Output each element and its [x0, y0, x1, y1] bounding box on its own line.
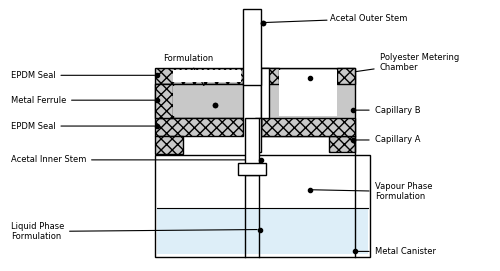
Text: Capillary A: Capillary A — [356, 136, 420, 144]
Bar — [156, 155, 370, 257]
Bar — [279, 70, 337, 116]
Text: Acetal Outer Stem: Acetal Outer Stem — [264, 14, 407, 23]
Bar — [261, 68, 269, 118]
Bar — [156, 118, 243, 136]
Bar — [238, 163, 266, 175]
Text: Liquid Phase
Formulation: Liquid Phase Formulation — [10, 222, 257, 241]
Bar — [173, 86, 241, 116]
Text: EPDM Seal: EPDM Seal — [10, 71, 154, 80]
Text: Formulation: Formulation — [163, 54, 214, 103]
Bar — [259, 118, 261, 126]
Bar — [261, 118, 354, 136]
Bar — [255, 118, 261, 152]
Text: Polyester Metering
Chamber: Polyester Metering Chamber — [312, 53, 459, 78]
Bar — [156, 84, 173, 118]
Text: Capillary B: Capillary B — [356, 106, 420, 115]
Bar — [245, 118, 259, 175]
Bar — [243, 9, 261, 85]
Bar — [261, 68, 279, 84]
Text: Metal Ferrule: Metal Ferrule — [10, 96, 154, 105]
Bar — [156, 68, 243, 84]
Bar — [173, 70, 241, 82]
Bar — [156, 84, 243, 118]
Bar — [261, 68, 354, 136]
Text: Vapour Phase
Formulation: Vapour Phase Formulation — [312, 182, 432, 201]
Bar — [156, 136, 183, 154]
Bar — [337, 68, 354, 84]
Text: Metal Canister: Metal Canister — [358, 247, 436, 256]
Text: Acetal Inner Stem: Acetal Inner Stem — [10, 155, 258, 164]
Bar — [158, 208, 368, 254]
Text: EPDM Seal: EPDM Seal — [10, 122, 154, 131]
Bar — [329, 136, 354, 152]
